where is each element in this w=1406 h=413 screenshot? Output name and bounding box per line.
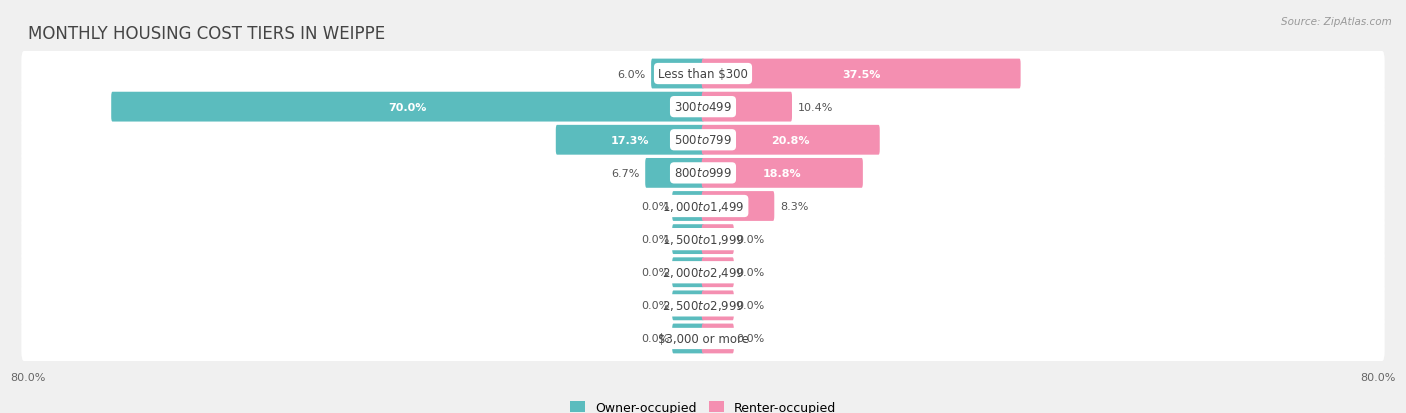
Text: 0.0%: 0.0% xyxy=(737,235,765,244)
FancyBboxPatch shape xyxy=(672,225,704,254)
Text: 0.0%: 0.0% xyxy=(641,334,669,344)
Text: 18.8%: 18.8% xyxy=(763,169,801,178)
Text: 70.0%: 70.0% xyxy=(388,102,427,112)
FancyBboxPatch shape xyxy=(21,184,1385,229)
Text: 6.0%: 6.0% xyxy=(617,69,645,79)
Text: $300 to $499: $300 to $499 xyxy=(673,101,733,114)
FancyBboxPatch shape xyxy=(555,126,704,155)
Text: $3,000 or more: $3,000 or more xyxy=(658,332,748,345)
Legend: Owner-occupied, Renter-occupied: Owner-occupied, Renter-occupied xyxy=(569,401,837,413)
FancyBboxPatch shape xyxy=(702,59,1021,89)
Text: $1,000 to $1,499: $1,000 to $1,499 xyxy=(662,199,744,214)
FancyBboxPatch shape xyxy=(672,192,704,221)
FancyBboxPatch shape xyxy=(21,217,1385,262)
FancyBboxPatch shape xyxy=(21,316,1385,361)
Text: 0.0%: 0.0% xyxy=(737,301,765,311)
FancyBboxPatch shape xyxy=(111,93,704,122)
FancyBboxPatch shape xyxy=(651,59,704,89)
FancyBboxPatch shape xyxy=(702,258,734,287)
Text: 0.0%: 0.0% xyxy=(641,301,669,311)
Text: Less than $300: Less than $300 xyxy=(658,68,748,81)
FancyBboxPatch shape xyxy=(672,324,704,354)
FancyBboxPatch shape xyxy=(702,291,734,320)
FancyBboxPatch shape xyxy=(702,225,734,254)
Text: 0.0%: 0.0% xyxy=(641,202,669,211)
FancyBboxPatch shape xyxy=(21,283,1385,328)
FancyBboxPatch shape xyxy=(21,85,1385,130)
FancyBboxPatch shape xyxy=(21,250,1385,295)
Text: 8.3%: 8.3% xyxy=(780,202,808,211)
FancyBboxPatch shape xyxy=(672,291,704,320)
FancyBboxPatch shape xyxy=(21,118,1385,163)
Text: 0.0%: 0.0% xyxy=(641,268,669,278)
FancyBboxPatch shape xyxy=(21,52,1385,97)
Text: 0.0%: 0.0% xyxy=(737,268,765,278)
Text: Source: ZipAtlas.com: Source: ZipAtlas.com xyxy=(1281,17,1392,26)
Text: 0.0%: 0.0% xyxy=(737,334,765,344)
Text: 20.8%: 20.8% xyxy=(772,135,810,145)
FancyBboxPatch shape xyxy=(702,159,863,188)
Text: 10.4%: 10.4% xyxy=(797,102,832,112)
Text: $1,500 to $1,999: $1,500 to $1,999 xyxy=(662,233,744,247)
Text: $2,500 to $2,999: $2,500 to $2,999 xyxy=(662,299,744,313)
FancyBboxPatch shape xyxy=(702,93,792,122)
FancyBboxPatch shape xyxy=(702,126,880,155)
FancyBboxPatch shape xyxy=(702,192,775,221)
FancyBboxPatch shape xyxy=(21,151,1385,196)
Text: 0.0%: 0.0% xyxy=(641,235,669,244)
Text: 37.5%: 37.5% xyxy=(842,69,880,79)
Text: $2,000 to $2,499: $2,000 to $2,499 xyxy=(662,266,744,280)
Text: $800 to $999: $800 to $999 xyxy=(673,167,733,180)
FancyBboxPatch shape xyxy=(672,258,704,287)
Text: 6.7%: 6.7% xyxy=(612,169,640,178)
Text: MONTHLY HOUSING COST TIERS IN WEIPPE: MONTHLY HOUSING COST TIERS IN WEIPPE xyxy=(28,25,385,43)
Text: $500 to $799: $500 to $799 xyxy=(673,134,733,147)
FancyBboxPatch shape xyxy=(645,159,704,188)
FancyBboxPatch shape xyxy=(702,324,734,354)
Text: 17.3%: 17.3% xyxy=(610,135,650,145)
